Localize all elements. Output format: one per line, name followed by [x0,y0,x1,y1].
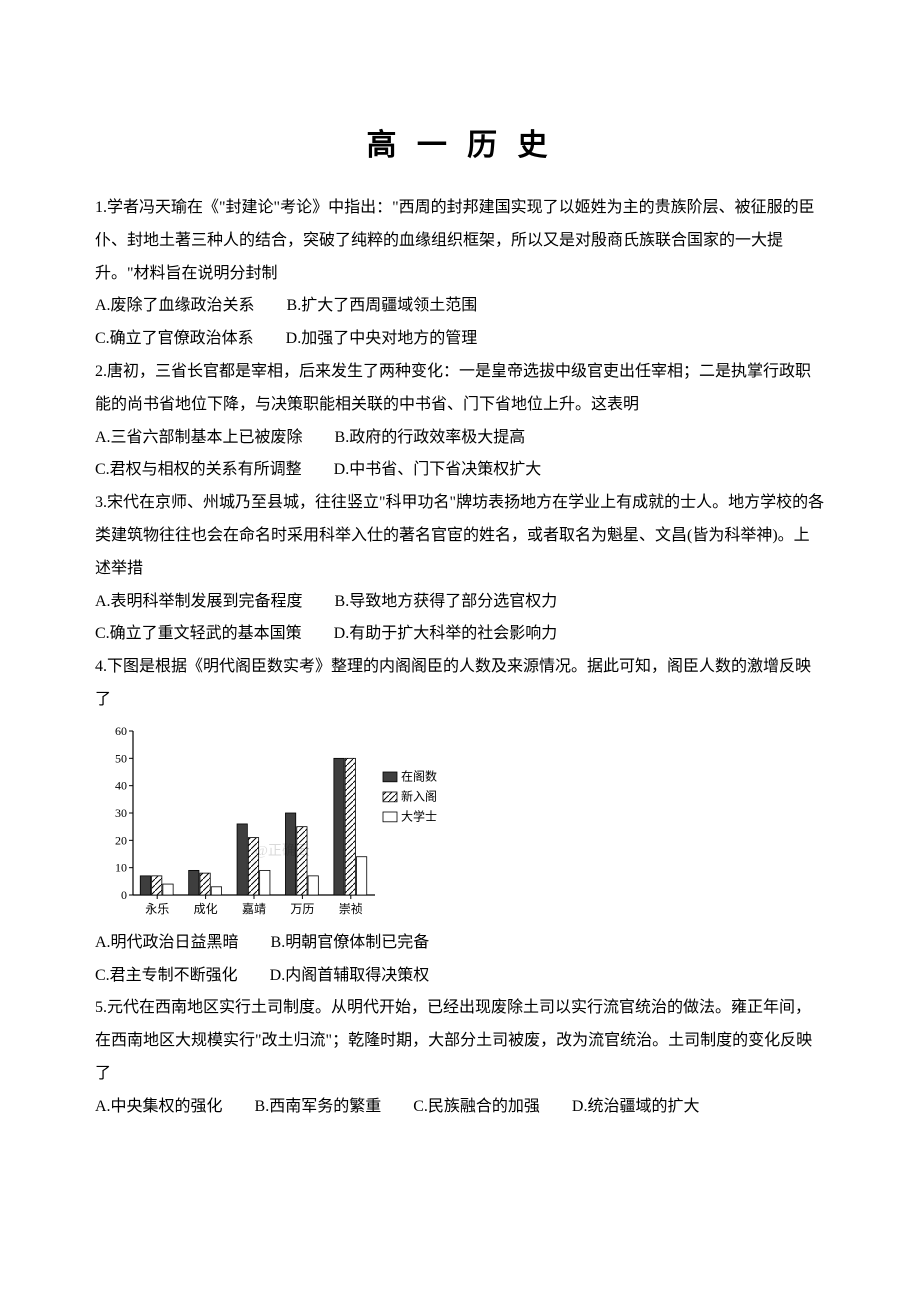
question-stem: 1.学者冯天瑜在《"封建论"考论》中指出："西周的封邦建国实现了以姬姓为主的贵族… [95,192,825,290]
svg-text:嘉靖: 嘉靖 [242,902,266,916]
options-row: A.表明科举制发展到完备程度 B.导致地方获得了部分选官权力 [95,586,825,619]
question-stem: 3.宋代在京师、州城乃至县城，往往竖立"科甲功名"牌坊表扬地方在学业上有成就的士… [95,487,825,585]
svg-text:大学士: 大学士 [401,808,437,823]
svg-text:60: 60 [115,724,127,738]
svg-text:成化: 成化 [194,902,218,916]
question-3: 3.宋代在京师、州城乃至县城，往往竖立"科甲功名"牌坊表扬地方在学业上有成就的士… [95,487,825,651]
svg-text:30: 30 [115,806,127,820]
question-1: 1.学者冯天瑜在《"封建论"考论》中指出："西周的封邦建国实现了以姬姓为主的贵族… [95,192,825,356]
question-4: 4.下图是根据《明代阁臣数实考》整理的内阁阁臣的人数及来源情况。据此可知，阁臣人… [95,651,825,992]
question-stem: 2.唐初，三省长官都是宰相，后来发生了两种变化：一是皇帝选拔中级官吏出任宰相；二… [95,356,825,422]
svg-text:0: 0 [121,888,127,902]
svg-text:10: 10 [115,860,127,874]
svg-text:50: 50 [115,751,127,765]
options-row: A.中央集权的强化 B.西南军务的繁重 C.民族融合的加强 D.统治疆域的扩大 [95,1091,825,1124]
svg-text:新入阁: 新入阁 [401,788,437,803]
bar-chart: 0 10 20 30 40 50 60 永乐 成化 嘉靖 万历 崇祯 在阁数新入阁大学士 [95,723,825,923]
svg-text:20: 20 [115,833,127,847]
question-5: 5.元代在西南地区实行土司制度。从明代开始，已经出现废除土司以实行流官统治的做法… [95,992,825,1123]
options-row: C.君主专制不断强化 D.内阁首辅取得决策权 [95,960,825,993]
svg-text:在阁数: 在阁数 [401,768,437,783]
svg-text:40: 40 [115,778,127,792]
question-stem: 4.下图是根据《明代阁臣数实考》整理的内阁阁臣的人数及来源情况。据此可知，阁臣人… [95,651,825,717]
question-stem: 5.元代在西南地区实行土司制度。从明代开始，已经出现废除土司以实行流官统治的做法… [95,992,825,1090]
options-row: A.废除了血缘政治关系 B.扩大了西周疆域领土范围 [95,290,825,323]
svg-text:永乐: 永乐 [145,902,169,916]
options-row: A.三省六部制基本上已被废除 B.政府的行政效率极大提高 [95,422,825,455]
options-row: C.确立了重文轻武的基本国策 D.有助于扩大科举的社会影响力 [95,618,825,651]
page-title: 高 一 历 史 [95,120,825,164]
exam-body: 1.学者冯天瑜在《"封建论"考论》中指出："西周的封邦建国实现了以姬姓为主的贵族… [95,192,825,1124]
options-row: C.确立了官僚政治体系 D.加强了中央对地方的管理 [95,323,825,356]
options-row: C.君权与相权的关系有所调整 D.中书省、门下省决策权扩大 [95,454,825,487]
svg-text:崇祯: 崇祯 [339,902,363,916]
question-2: 2.唐初，三省长官都是宰相，后来发生了两种变化：一是皇帝选拔中级官吏出任宰相；二… [95,356,825,487]
svg-text:万历: 万历 [290,902,314,916]
options-row: A.明代政治日益黑暗 B.明朝官僚体制已完备 [95,927,825,960]
